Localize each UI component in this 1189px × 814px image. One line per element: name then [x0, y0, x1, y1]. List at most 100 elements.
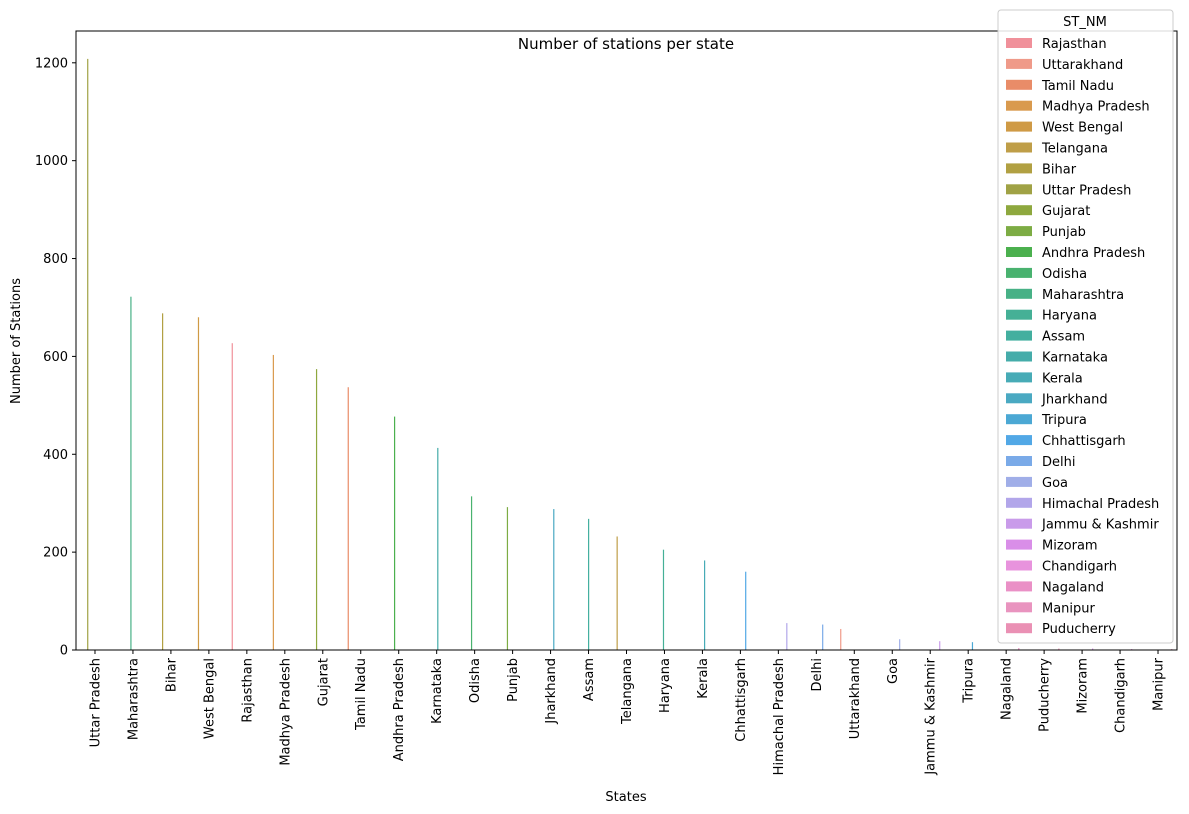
- legend-entry-label: Odisha: [1042, 267, 1087, 282]
- bar-madhya-pradesh: [272, 354, 274, 650]
- bar-punjab: [506, 507, 509, 650]
- bar-bihar: [162, 313, 164, 650]
- legend-entry-label: Rajasthan: [1042, 37, 1107, 52]
- x-tick-label: Nagaland: [1000, 658, 1015, 720]
- legend-entry-label: Delhi: [1042, 455, 1075, 470]
- bar-tripura: [971, 642, 974, 650]
- legend-entry-label: Himachal Pradesh: [1042, 497, 1159, 512]
- x-tick-label: Puducherry: [1038, 658, 1053, 732]
- x-tick-label: Mizoram: [1076, 658, 1091, 714]
- legend-swatch: [1006, 226, 1032, 237]
- legend-entry-label: Punjab: [1042, 225, 1086, 240]
- legend-swatch: [1006, 435, 1032, 446]
- legend-entry-label: Madhya Pradesh: [1042, 100, 1150, 115]
- x-tick-label: Gujarat: [316, 658, 331, 706]
- legend-entry-label: Nagaland: [1042, 580, 1104, 595]
- x-tick-label: Kerala: [696, 658, 711, 699]
- bar-andhra-pradesh: [393, 416, 396, 650]
- bar-himachal-pradesh: [786, 623, 788, 650]
- legend-entry-label: Gujarat: [1042, 204, 1090, 219]
- x-tick-label: Uttarakhand: [848, 658, 863, 739]
- x-tick-label: Madhya Pradesh: [278, 658, 293, 766]
- bar-odisha: [470, 496, 473, 650]
- x-tick-label: Bihar: [164, 657, 179, 692]
- bar-karnataka: [437, 447, 439, 650]
- x-tick-label: Jammu & Kashmir: [924, 657, 939, 775]
- legend-entry-label: Jharkhand: [1041, 392, 1108, 407]
- bar-tamil-nadu: [347, 387, 349, 650]
- bar-haryana: [662, 549, 665, 650]
- legend-entry-label: Chandigarh: [1042, 560, 1117, 575]
- legend-title: ST_NM: [1063, 15, 1107, 30]
- legend-entry-label: Chhattisgarh: [1042, 434, 1126, 449]
- x-tick-label: Andhra Pradesh: [392, 658, 407, 761]
- x-tick-label: Telangana: [620, 658, 635, 725]
- bar-uttarakhand: [840, 628, 842, 650]
- legend-swatch: [1006, 372, 1032, 383]
- y-tick-label: 600: [43, 350, 68, 365]
- legend-swatch: [1006, 205, 1032, 216]
- legend-entry-label: Puducherry: [1042, 622, 1116, 637]
- x-tick-label: Rajasthan: [240, 658, 255, 723]
- x-tick-label: Himachal Pradesh: [772, 658, 787, 775]
- x-tick-label: Tamil Nadu: [354, 658, 369, 731]
- legend-swatch: [1006, 121, 1032, 132]
- y-tick-label: 200: [43, 546, 68, 561]
- x-tick-label: Maharashtra: [126, 658, 141, 740]
- legend-swatch: [1006, 79, 1032, 90]
- legend-swatch: [1006, 38, 1032, 48]
- legend-swatch: [1006, 142, 1032, 153]
- x-tick-label: Odisha: [468, 658, 483, 703]
- chart-title: Number of stations per state: [518, 35, 734, 53]
- legend-entry-label: Uttarakhand: [1042, 58, 1123, 73]
- legend-swatch: [1006, 560, 1032, 571]
- legend-swatch: [1006, 539, 1032, 550]
- bar-jharkhand: [553, 509, 555, 650]
- y-axis: 0 200 400 600 800 1000 1200: [35, 56, 76, 659]
- legend-swatch: [1006, 623, 1032, 634]
- legend-swatch: [1006, 309, 1032, 320]
- legend-entry-label: Kerala: [1042, 371, 1083, 386]
- bar-goa: [899, 639, 901, 650]
- legend-swatch: [1006, 581, 1032, 592]
- legend-entry-label: Manipur: [1042, 601, 1096, 616]
- x-tick-label: Goa: [886, 658, 901, 684]
- x-tick-label: Jharkhand: [544, 658, 559, 725]
- bar-assam: [588, 518, 590, 650]
- legend-swatch: [1006, 393, 1032, 404]
- legend-swatch: [1006, 414, 1032, 425]
- plot-frame: [75, 30, 1178, 651]
- legend-entry-label: Tripura: [1041, 413, 1087, 428]
- y-tick-label: 1000: [35, 154, 68, 169]
- legend-entry-label: Tamil Nadu: [1041, 79, 1114, 94]
- legend-entry-label: Mizoram: [1042, 539, 1098, 554]
- legend-entry-label: Haryana: [1042, 309, 1097, 324]
- legend-swatch: [1006, 330, 1032, 341]
- legend-swatch: [1006, 184, 1032, 195]
- legend-swatch: [1006, 456, 1032, 466]
- x-axis: Uttar Pradesh Maharashtra Bihar West Bengal…: [88, 650, 1167, 776]
- legend-entry-label: Karnataka: [1042, 351, 1108, 366]
- plot-marks: [87, 58, 1173, 650]
- x-axis-label: States: [605, 790, 646, 805]
- legend: ST_NM Rajasthan Uttarakhand Tamil Nadu Madhy…: [997, 9, 1174, 644]
- legend-entry-label: West Bengal: [1042, 121, 1123, 136]
- x-tick-label: Tripura: [962, 658, 977, 704]
- legend-swatch: [1006, 351, 1032, 362]
- legend-swatch: [1006, 497, 1032, 508]
- y-tick-label: 0: [60, 644, 68, 659]
- bar-west-bengal: [197, 317, 200, 650]
- legend-entry-label: Andhra Pradesh: [1042, 246, 1145, 261]
- legend-swatch: [1006, 100, 1032, 111]
- bar-mizoram: [1092, 648, 1094, 650]
- bar-kerala: [704, 560, 706, 650]
- legend-swatch: [1006, 602, 1032, 613]
- x-tick-label: Chandigarh: [1114, 658, 1129, 733]
- legend-swatch: [1006, 163, 1032, 174]
- legend-entry-label: Bihar: [1042, 162, 1077, 177]
- y-axis-label: Number of Stations: [9, 278, 24, 404]
- y-tick-label: 400: [43, 448, 68, 463]
- bar-jammu-kashmir: [939, 641, 941, 650]
- x-tick-label: West Bengal: [202, 658, 217, 739]
- legend-entry-label: Goa: [1042, 476, 1068, 491]
